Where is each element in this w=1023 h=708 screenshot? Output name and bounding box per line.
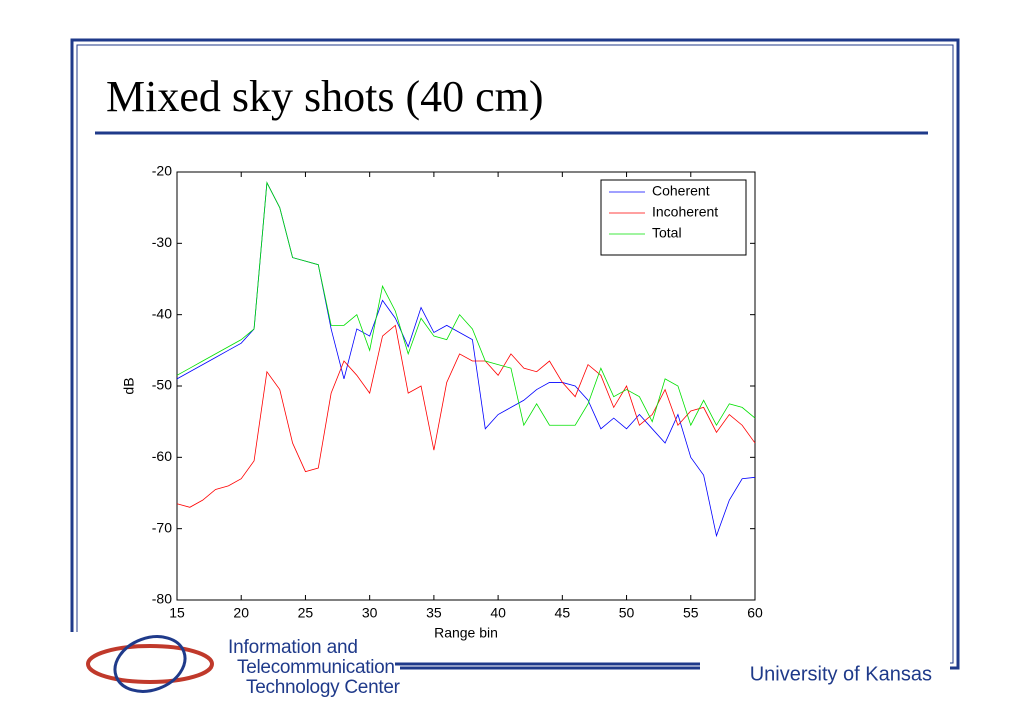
x-axis-label: Range bin: [434, 625, 498, 641]
y-tick-label: -40: [152, 305, 172, 321]
y-tick-label: -50: [152, 377, 172, 393]
frame: [70, 38, 960, 670]
chart: -80 -70 -60 -50 -40 -30 -20 15 20 25 30 35 40 45 50 55 6…: [121, 163, 763, 641]
y-tick-label: -60: [152, 448, 172, 464]
x-tick-label: 40: [490, 605, 506, 621]
x-tick-label: 45: [555, 605, 571, 621]
line-series: [176, 324, 756, 508]
logo-text: Information and: [228, 637, 358, 658]
y-tick-label: -20: [152, 163, 172, 179]
logo-text: Technology Center: [246, 677, 401, 698]
line-series: [176, 181, 756, 427]
y-tick-label: -70: [152, 519, 172, 535]
logo-mark: [86, 644, 214, 684]
y-tick-label: -80: [152, 591, 172, 607]
x-tick-label: 55: [683, 605, 699, 621]
y-tick-label: -30: [152, 234, 172, 250]
legend-label: Total: [652, 225, 682, 241]
x-tick-label: 60: [747, 605, 763, 621]
footer-bg: [700, 652, 950, 692]
legend: [600, 179, 747, 256]
legend-label: Incoherent: [652, 204, 718, 220]
logo-bg: [60, 632, 400, 702]
logo-text: Telecommunication: [237, 657, 395, 678]
x-tick-label: 20: [233, 605, 249, 621]
y-axis-label: dB: [121, 377, 137, 394]
x-tick-label: 15: [169, 605, 185, 621]
slide-title: Mixed sky shots (40 cm): [106, 72, 544, 121]
logo-mark: [113, 635, 187, 693]
x-tick-label: 35: [426, 605, 442, 621]
legend-label: Coherent: [652, 183, 710, 199]
x-tick-label: 50: [619, 605, 635, 621]
x-tick-label: 30: [362, 605, 378, 621]
x-tick-label: 25: [298, 605, 314, 621]
footer-text: University of Kansas: [750, 663, 932, 685]
